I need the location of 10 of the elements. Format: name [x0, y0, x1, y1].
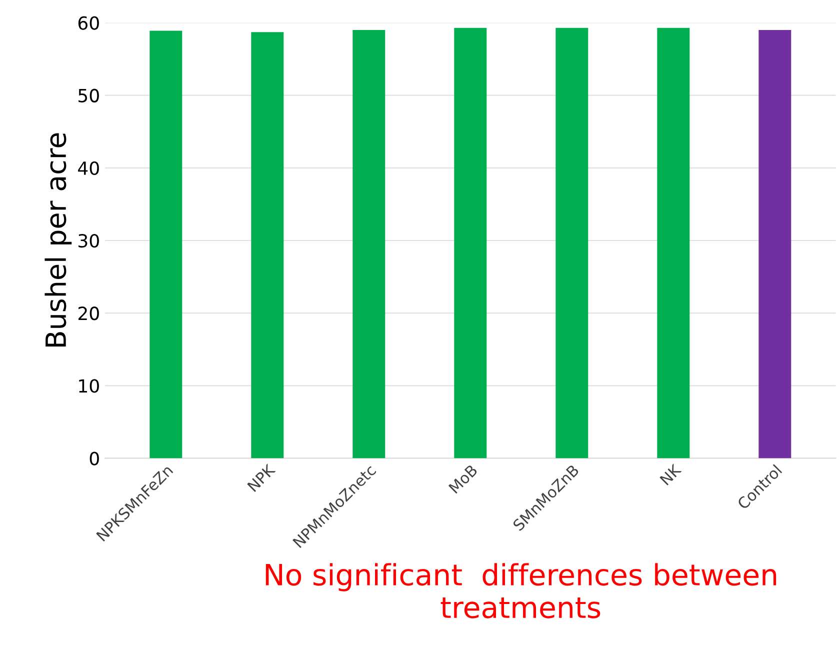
y-tick-label: 50	[78, 88, 99, 102]
y-tick-label: 60	[78, 16, 99, 30]
x-tick-label: NK	[660, 463, 682, 486]
y-tick-label: 20	[78, 306, 99, 320]
text: No significant differences between treatments	[266, 563, 776, 618]
y-tick-label: 40	[78, 161, 99, 176]
y-tick-label: 0	[90, 452, 99, 466]
y-tick-label: 10	[79, 379, 99, 393]
y-axis-title: Bushel per acre	[44, 133, 72, 347]
y-tick-label: 30	[78, 234, 99, 248]
